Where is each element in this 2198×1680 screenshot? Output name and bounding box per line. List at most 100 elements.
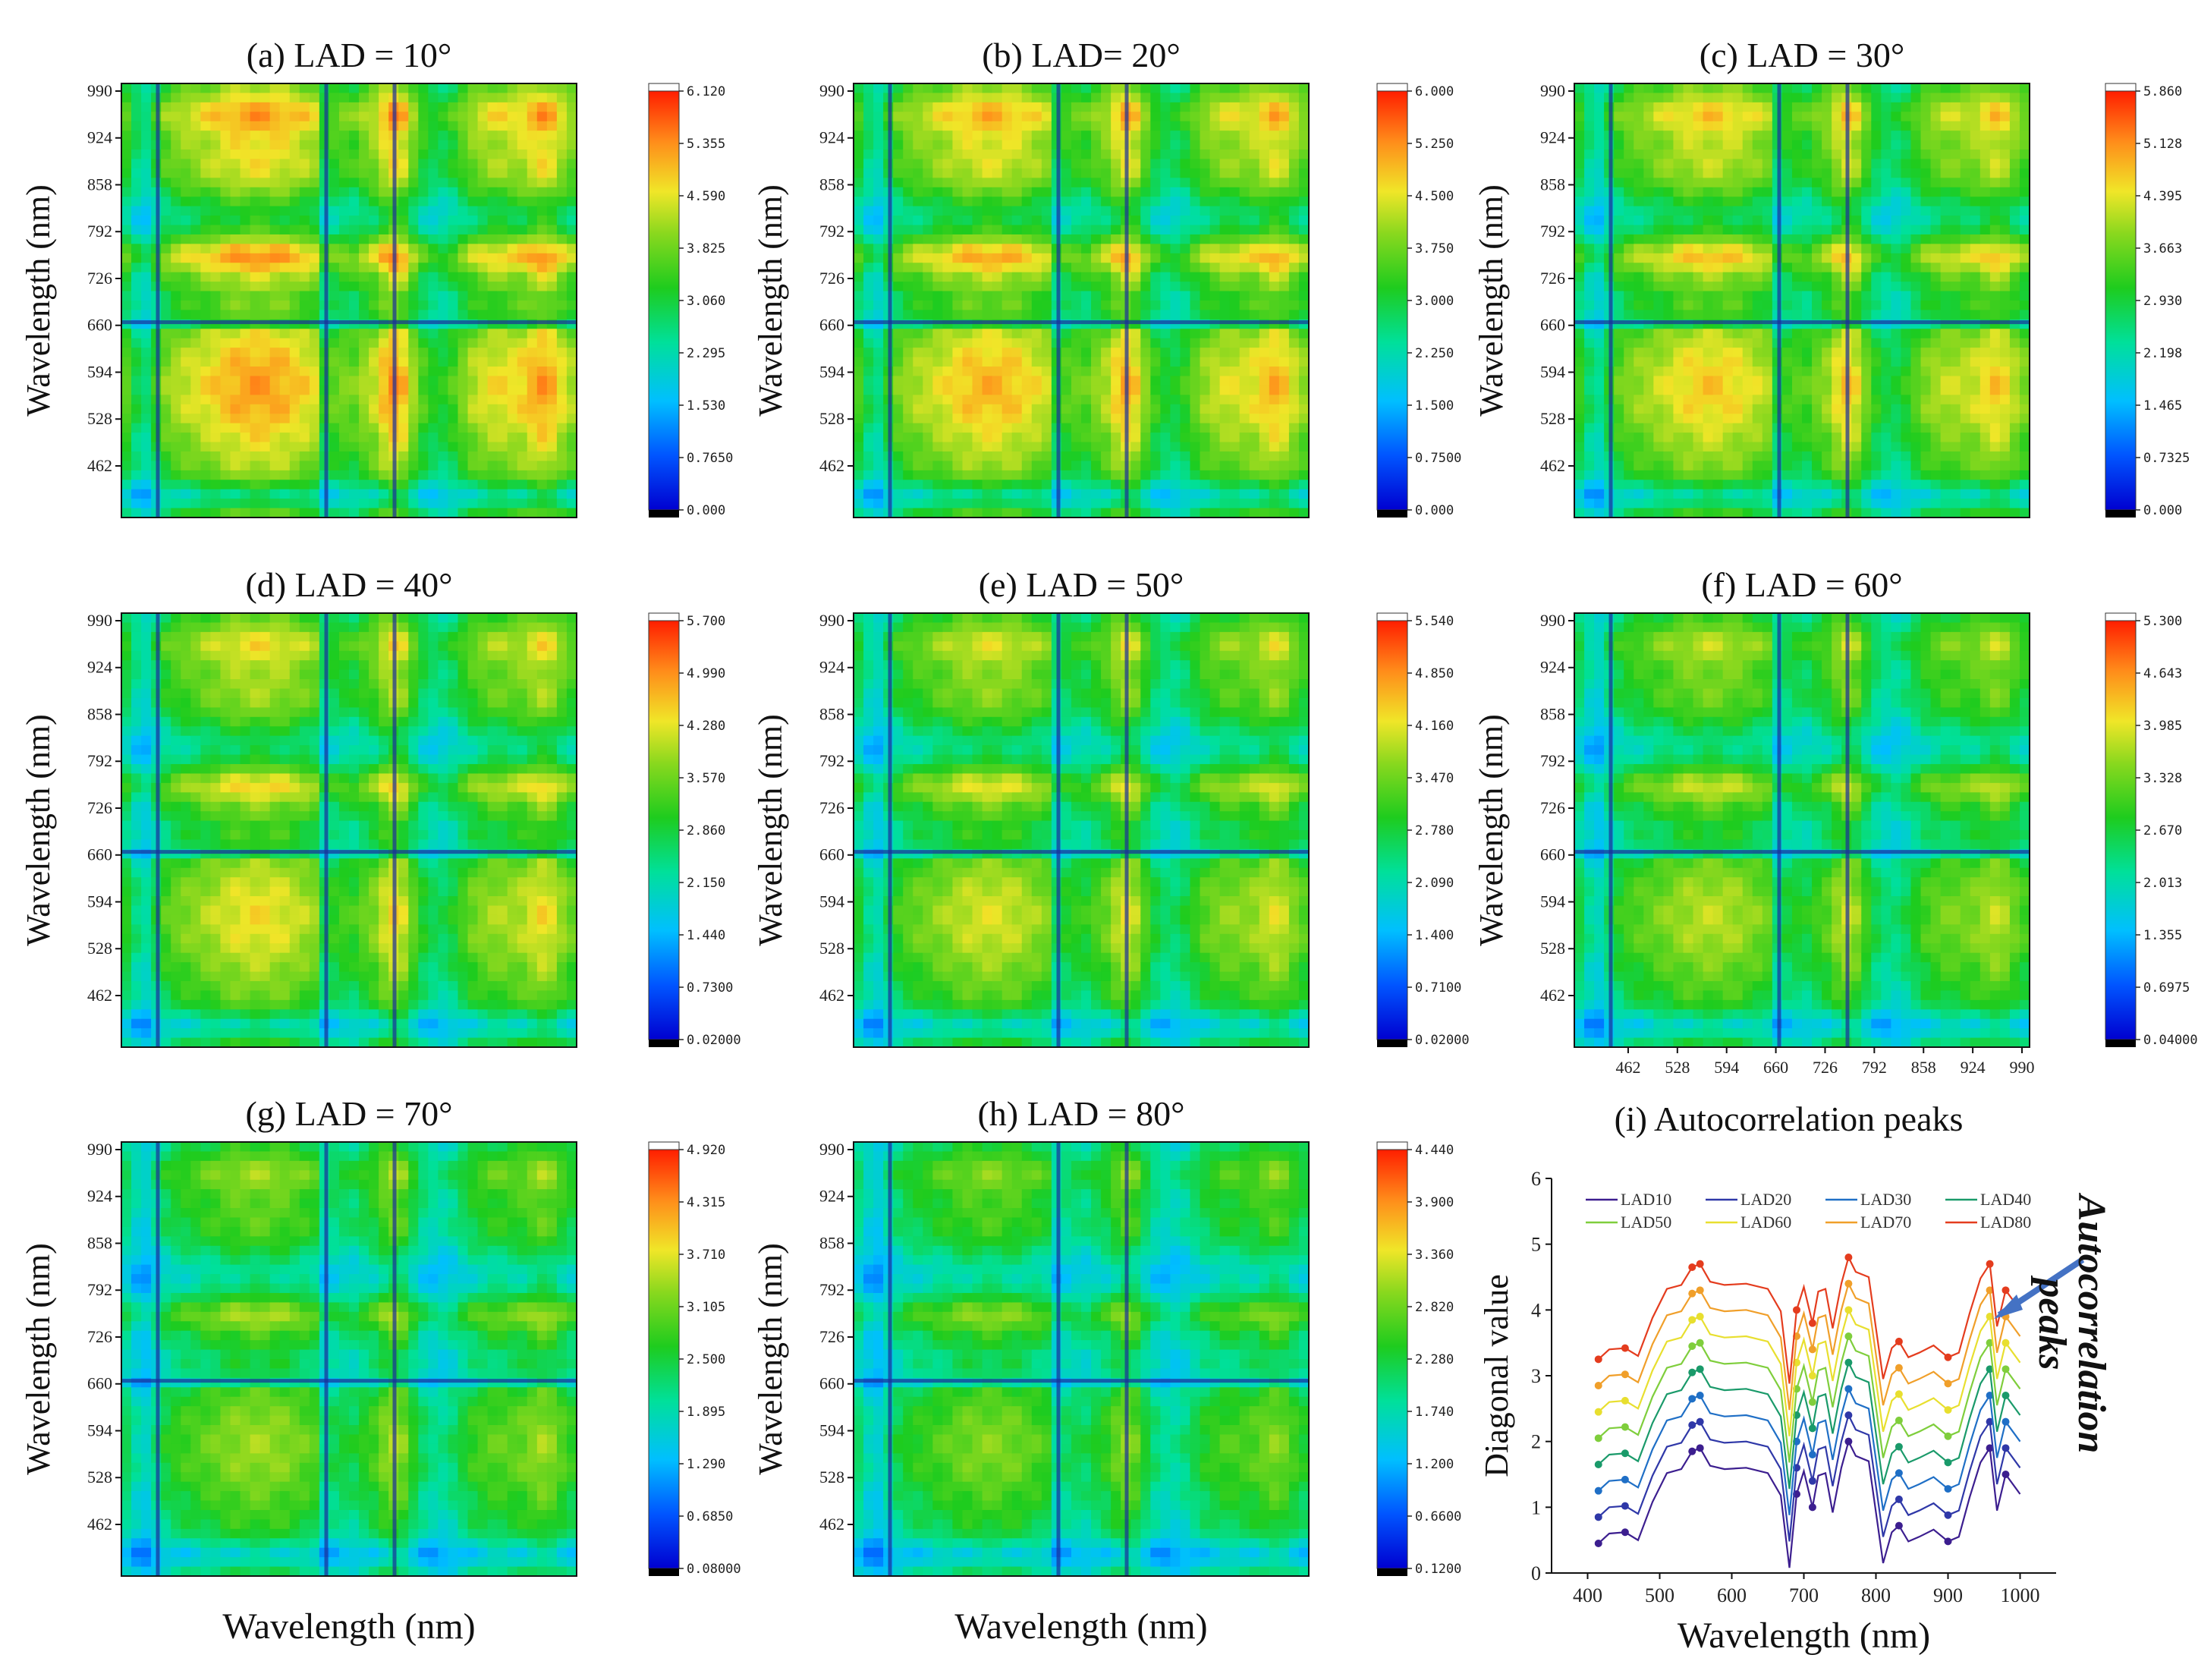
heatmap-cell	[1180, 244, 1191, 254]
heatmap-cell	[507, 480, 518, 490]
heatmap-cell	[497, 300, 508, 311]
heatmap-cell	[1209, 272, 1221, 282]
heatmap-cell	[190, 168, 201, 178]
heatmap-cell	[230, 272, 241, 282]
heatmap-cell	[1584, 206, 1595, 216]
heatmap-cell	[1170, 357, 1181, 367]
heatmap-cell	[359, 423, 369, 433]
heatmap-cell	[1170, 461, 1181, 471]
heatmap-cell	[527, 508, 538, 518]
heatmap-cell	[250, 433, 261, 443]
heatmap-cell	[161, 178, 171, 188]
heatmap-cell	[932, 348, 943, 358]
heatmap-cell	[369, 376, 379, 386]
heatmap-cell	[230, 480, 241, 490]
heatmap-cell	[230, 404, 241, 414]
heatmap-cell	[1269, 357, 1280, 367]
heatmap-cell	[1634, 216, 1644, 226]
heatmap-cell	[289, 187, 300, 197]
heatmap-cell	[1703, 499, 1714, 509]
heatmap-cell	[1278, 197, 1290, 207]
heatmap-cell	[1643, 83, 1654, 94]
heatmap-cell	[972, 282, 983, 292]
heatmap-cell	[854, 480, 864, 490]
heatmap-cell	[1288, 385, 1300, 395]
heatmap-cell	[1703, 244, 1714, 254]
heatmap-cell	[1614, 102, 1624, 112]
heatmap-cell	[210, 480, 222, 490]
heatmap-cell	[1278, 310, 1290, 320]
heatmap-cell	[131, 404, 142, 414]
heatmap-cell	[527, 470, 538, 480]
heatmap-cell	[467, 329, 479, 339]
heatmap-cell	[259, 225, 271, 235]
heatmap-cell	[942, 348, 954, 358]
heatmap-cell	[171, 395, 181, 405]
heatmap-cell	[1693, 282, 1704, 292]
heatmap-cell	[1021, 216, 1033, 226]
heatmap-cell	[863, 206, 874, 216]
heatmap-cell	[250, 338, 261, 348]
heatmap-cell	[1278, 338, 1290, 348]
heatmap-cell	[220, 244, 231, 254]
heatmap-cell	[1594, 423, 1605, 433]
heatmap-cell	[477, 310, 489, 320]
heatmap-cell	[1624, 149, 1634, 160]
heatmap-cell	[1031, 433, 1042, 443]
heatmap-cell	[1278, 385, 1290, 395]
heatmap-cell	[854, 442, 864, 452]
heatmap-cell	[1150, 282, 1161, 292]
heatmap-cell	[1081, 263, 1092, 273]
heatmap-cell	[329, 489, 340, 499]
heatmap-cell	[289, 168, 300, 178]
heatmap-cell	[863, 433, 874, 443]
heatmap-cell	[250, 480, 261, 490]
heatmap-cell	[477, 470, 489, 480]
heatmap-cell	[497, 433, 508, 443]
heatmap-cell	[379, 489, 389, 499]
heatmap-cell	[1653, 470, 1664, 480]
heatmap-cell	[1081, 291, 1092, 301]
heatmap-cell	[1101, 216, 1112, 226]
heatmap-cell	[1278, 489, 1290, 499]
heatmap-cell	[517, 178, 528, 188]
heatmap-cell	[1041, 159, 1052, 169]
heatmap-cell	[1693, 178, 1704, 188]
heatmap-cell	[1663, 470, 1674, 480]
heatmap-cell	[230, 263, 241, 273]
heatmap-cell	[121, 272, 132, 282]
heatmap-cell	[131, 329, 142, 339]
heatmap-cell	[527, 461, 538, 471]
heatmap-cell	[418, 376, 429, 386]
heatmap-cell	[289, 159, 300, 169]
heatmap-cell	[1140, 499, 1151, 509]
heatmap-cell	[210, 348, 222, 358]
heatmap-cell	[1703, 414, 1714, 424]
heatmap-cell	[1288, 291, 1300, 301]
heatmap-cell	[982, 329, 993, 339]
heatmap-cell	[487, 282, 498, 292]
heatmap-cell	[1091, 187, 1102, 197]
heatmap-cell	[893, 159, 904, 169]
heatmap-cell	[923, 159, 933, 169]
heatmap-cell	[1239, 461, 1250, 471]
heatmap-cell	[923, 83, 933, 94]
heatmap-cell	[1229, 291, 1241, 301]
heatmap-cell	[952, 489, 964, 499]
heatmap-cell	[299, 244, 310, 254]
heatmap-cell	[507, 187, 518, 197]
heatmap-cell	[1021, 197, 1033, 207]
heatmap-cell	[566, 263, 577, 273]
heatmap-cell	[942, 244, 954, 254]
heatmap-cell	[477, 461, 489, 471]
heatmap-cell	[546, 367, 558, 377]
heatmap-cell	[1091, 197, 1102, 207]
heatmap-cell	[309, 159, 320, 169]
heatmap-cell	[1170, 385, 1181, 395]
heatmap-cell	[448, 131, 459, 141]
heatmap-cell	[1180, 131, 1191, 141]
colorbar-tick-label: 2.250	[1415, 346, 1454, 361]
heatmap-cell	[517, 206, 528, 216]
heatmap-cell	[1229, 376, 1241, 386]
heatmap-cell	[338, 310, 350, 320]
